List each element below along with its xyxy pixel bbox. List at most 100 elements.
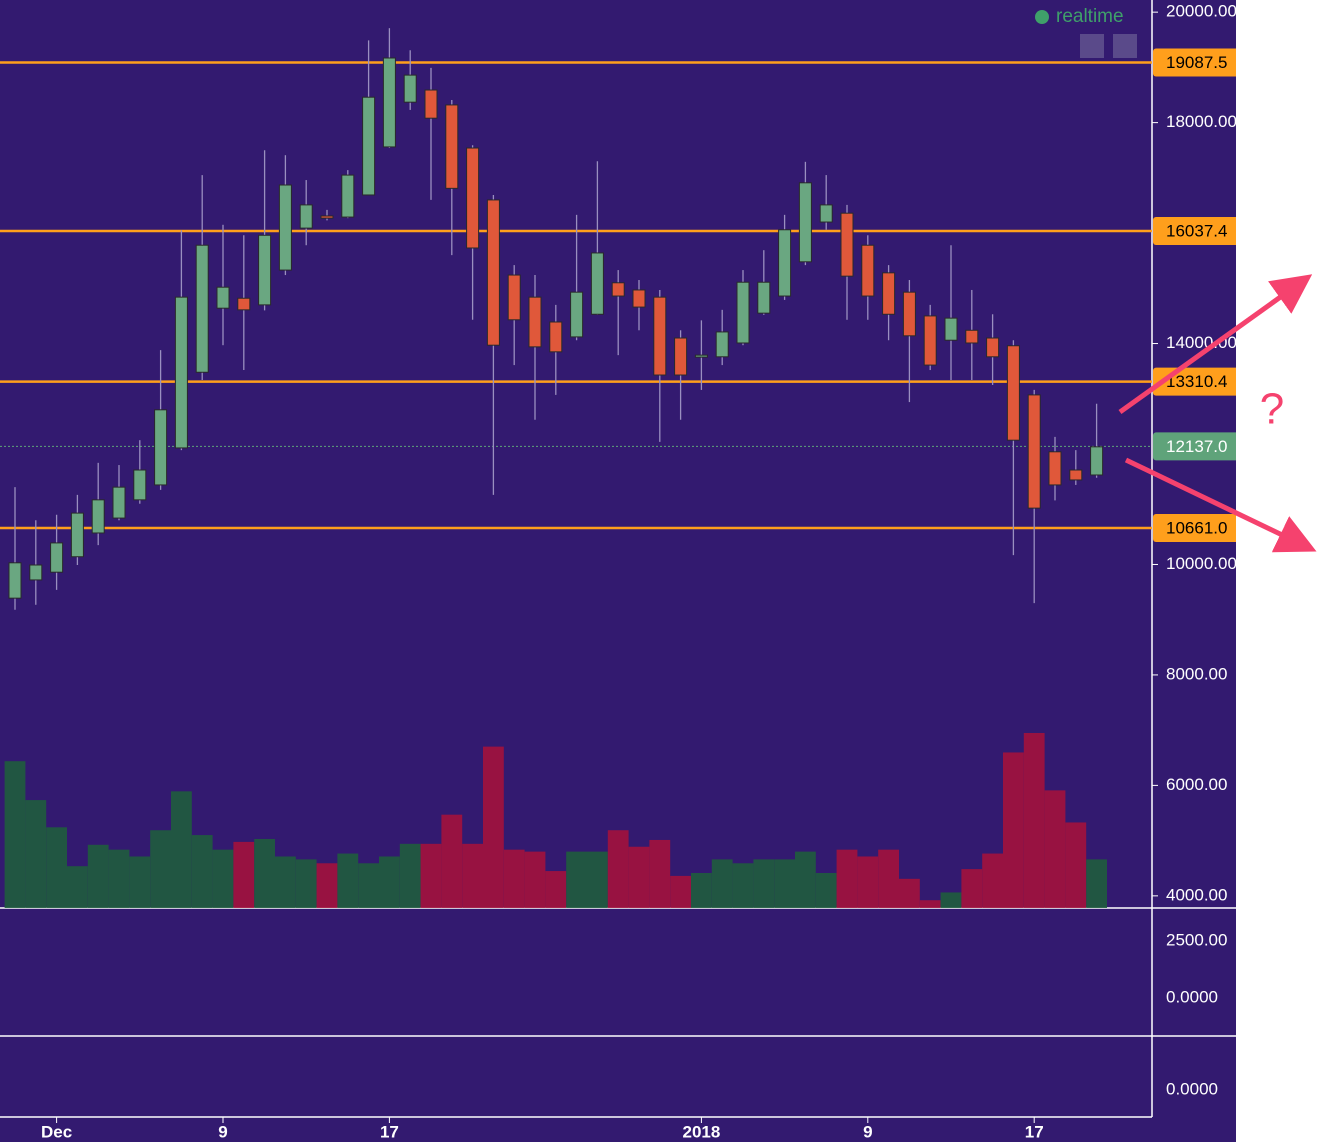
candle-body [507,274,521,321]
candle-body [986,337,1000,358]
candle-body [8,562,22,599]
candle-body [757,281,771,314]
rsi-tick-label: 0.0000 [1166,1079,1218,1098]
level-label: 13310.4 [1166,372,1227,391]
volume-bar [1065,822,1087,908]
volume-bar [940,892,962,908]
volume-bar [587,851,608,908]
y-tick-label: 6000.00 [1166,775,1227,794]
volume-bar [129,856,151,908]
candle-body [632,289,646,308]
volume-bar [25,800,47,908]
status-label: realtime [1056,6,1124,27]
volume-bar [566,851,587,908]
volume-bar [108,849,130,908]
x-tick-label: 17 [1025,1122,1044,1141]
volume-bar [379,856,400,908]
volume-bar [483,746,504,908]
level-tag [1153,217,1236,246]
x-tick-label: 2018 [682,1122,720,1141]
candle-body [798,182,812,263]
candle-body [674,337,688,376]
scroll-up-button[interactable] [1113,34,1137,58]
candle-body [549,321,563,353]
candle-body [237,297,251,311]
candle-body [1048,451,1062,486]
annotation: ? [1260,385,1284,434]
candle-body [154,409,168,486]
volume-bar [87,844,109,908]
candle-body [882,272,896,315]
volume-bar [503,849,525,908]
candle-body [840,212,854,277]
candle-body [965,329,979,344]
candle-body [362,96,376,196]
candle-body [1069,469,1083,481]
volume-bar [732,863,754,908]
volume-bar [358,863,379,908]
volume-bar [857,856,879,908]
volume-bar [1044,790,1066,908]
x-tick-label: 9 [863,1122,872,1141]
volume-bar [420,843,442,908]
candle-body [736,281,750,344]
candle-body [278,184,292,271]
candle-body [466,147,480,249]
volume-bar [524,851,546,908]
candle-body [1027,394,1041,509]
volume-bar [711,859,733,908]
volume-bar [316,863,338,908]
level-tag [1153,48,1236,77]
y-tick-label: 20000.00 [1166,2,1237,21]
candle-body [715,331,729,358]
y-tick-label: 14000.00 [1166,333,1237,352]
volume-bar [441,814,463,908]
x-axis: Dec 9 17 2018 9 17 [41,1117,1044,1141]
candle-body [299,204,313,229]
candle-body [50,542,64,573]
volume-bar [961,869,983,908]
volume-bar [1086,859,1107,908]
volume-bar [4,761,26,908]
candle-body [445,104,459,189]
down-arrow [1124,457,1317,553]
candle-body [29,564,43,581]
volume-bar [233,841,255,908]
volume-bar [836,849,858,908]
candle-body [653,296,667,376]
candle-body [861,244,875,297]
background [0,0,1236,1142]
level-tag [1153,513,1236,542]
candle-body [320,215,334,219]
candle-body [570,291,584,338]
candle-body [590,252,604,315]
candle-body [133,469,147,501]
y-tick-label: 4000.00 [1166,885,1227,904]
candle-body [258,234,272,306]
candle-body [174,296,188,449]
candle-body [486,199,500,346]
scroll-down-button[interactable] [1080,34,1104,58]
volume-bar [295,859,317,908]
y-tick-label: 8000.00 [1166,664,1227,683]
volume-bar [919,900,941,908]
candle-body [195,244,209,373]
candle-body [70,512,84,558]
status-dot [1035,10,1049,24]
candle-body [778,229,792,297]
y-tick-label: 10000.00 [1166,554,1237,573]
volume-bar [254,838,275,908]
candle-body [611,282,625,297]
volume-bar [1023,733,1045,908]
price-axis: 4000.00 6000.00 8000.00 10000.00 14000.00 180… [1152,2,1237,904]
macd-tick-label: 2500.00 [1166,930,1227,949]
volume-bar [878,849,899,908]
last-price-tag [1153,432,1236,461]
volume-bar [691,873,712,908]
up-arrow [1118,274,1313,415]
candle-body [91,499,105,534]
volume-bar [275,856,296,908]
candle-body [112,486,126,519]
volume-bar [545,871,567,908]
volume-bar [670,875,691,908]
